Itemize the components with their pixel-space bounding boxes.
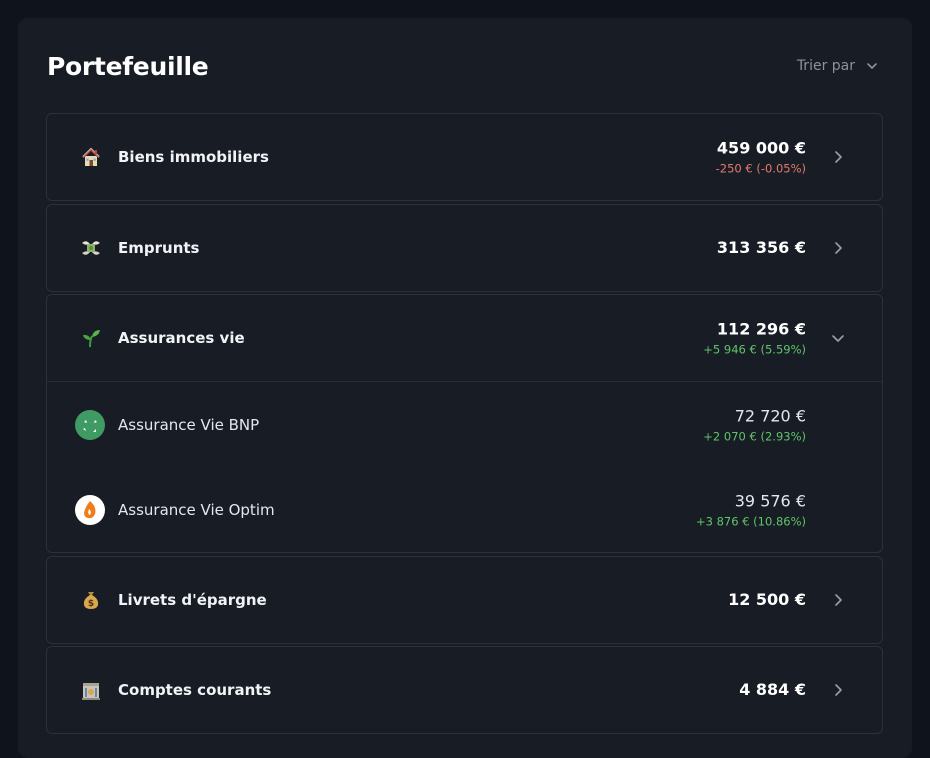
account-amount: 39 576 € <box>734 491 806 510</box>
category-row[interactable]: Biens immobiliers 459 000 € -250 € (-0.0… <box>47 114 882 200</box>
chevron-down-icon <box>867 63 877 69</box>
portfolio-panel: Portefeuille Trier par Biens immobiliers <box>18 18 912 758</box>
seedling-icon <box>78 325 104 351</box>
category-amount: 313 356 € <box>716 238 806 257</box>
account-amounts: 39 576 € +3 876 € (10.86%) <box>696 490 806 529</box>
category-amounts: 112 296 € +5 946 € (5.59%) <box>703 319 806 358</box>
account-label: Assurance Vie Optim <box>118 500 275 519</box>
portfolio-header: Portefeuille Trier par <box>47 48 882 84</box>
category-card-loans[interactable]: Emprunts 313 356 € <box>46 204 883 292</box>
account-delta: +2 070 € (2.93%) <box>703 429 806 443</box>
svg-text:$: $ <box>88 599 94 609</box>
category-row[interactable]: Comptes courants 4 884 € <box>47 647 882 733</box>
account-amount: 72 720 € <box>734 406 806 425</box>
category-amounts: 4 884 € <box>739 679 806 701</box>
house-icon <box>78 144 104 170</box>
category-label: Livrets d'épargne <box>118 591 267 609</box>
category-delta: +5 946 € (5.59%) <box>703 342 806 357</box>
category-row[interactable]: Assurances vie 112 296 € +5 946 € (5.59%… <box>47 295 882 381</box>
bnp-logo-icon <box>75 409 105 440</box>
divider <box>47 381 882 382</box>
category-label: Comptes courants <box>118 681 272 699</box>
chevron-right-icon[interactable] <box>830 240 846 256</box>
category-label: Assurances vie <box>118 329 245 347</box>
category-row[interactable]: $ Livrets d'épargne 12 500 € <box>47 557 882 643</box>
category-label: Emprunts <box>118 239 200 257</box>
category-amount: 459 000 € <box>716 138 806 158</box>
sort-dropdown[interactable]: Trier par <box>797 58 879 74</box>
category-amount: 4 884 € <box>739 680 806 699</box>
category-card-real-estate[interactable]: Biens immobiliers 459 000 € -250 € (-0.0… <box>46 113 883 201</box>
category-row[interactable]: Emprunts 313 356 € <box>47 205 882 291</box>
account-delta: +3 876 € (10.86%) <box>695 514 806 528</box>
account-row[interactable]: Assurance Vie BNP 72 720 € +2 070 € (2.9… <box>47 382 882 467</box>
category-amount: 112 296 € <box>716 319 806 339</box>
money-wings-icon <box>78 235 104 261</box>
sort-label: Trier par <box>796 58 855 74</box>
category-delta: -250 € (-0.05%) <box>715 161 806 176</box>
category-amount: 12 500 € <box>728 590 806 609</box>
money-bag-icon: $ <box>78 587 104 613</box>
chevron-right-icon[interactable] <box>830 682 846 698</box>
chevron-right-icon[interactable] <box>830 592 846 608</box>
category-card-current-accounts[interactable]: Comptes courants 4 884 € <box>46 646 883 734</box>
chevron-down-icon[interactable] <box>830 330 846 346</box>
category-amounts: 313 356 € <box>717 237 806 259</box>
category-card-life-insurance[interactable]: Assurances vie 112 296 € +5 946 € (5.59%… <box>46 294 883 553</box>
category-card-savings[interactable]: $ Livrets d'épargne 12 500 € <box>46 556 883 644</box>
category-amounts: 12 500 € <box>728 589 806 611</box>
category-label: Biens immobiliers <box>118 148 269 166</box>
page-title: Portefeuille <box>47 51 209 81</box>
optim-logo-icon <box>75 494 105 525</box>
bank-icon <box>78 677 104 703</box>
category-amounts: 459 000 € -250 € (-0.05%) <box>716 138 806 177</box>
account-row[interactable]: Assurance Vie Optim 39 576 € +3 876 € (1… <box>47 467 882 552</box>
chevron-right-icon[interactable] <box>830 149 846 165</box>
account-amounts: 72 720 € +2 070 € (2.93%) <box>703 405 806 444</box>
account-label: Assurance Vie BNP <box>118 415 260 434</box>
